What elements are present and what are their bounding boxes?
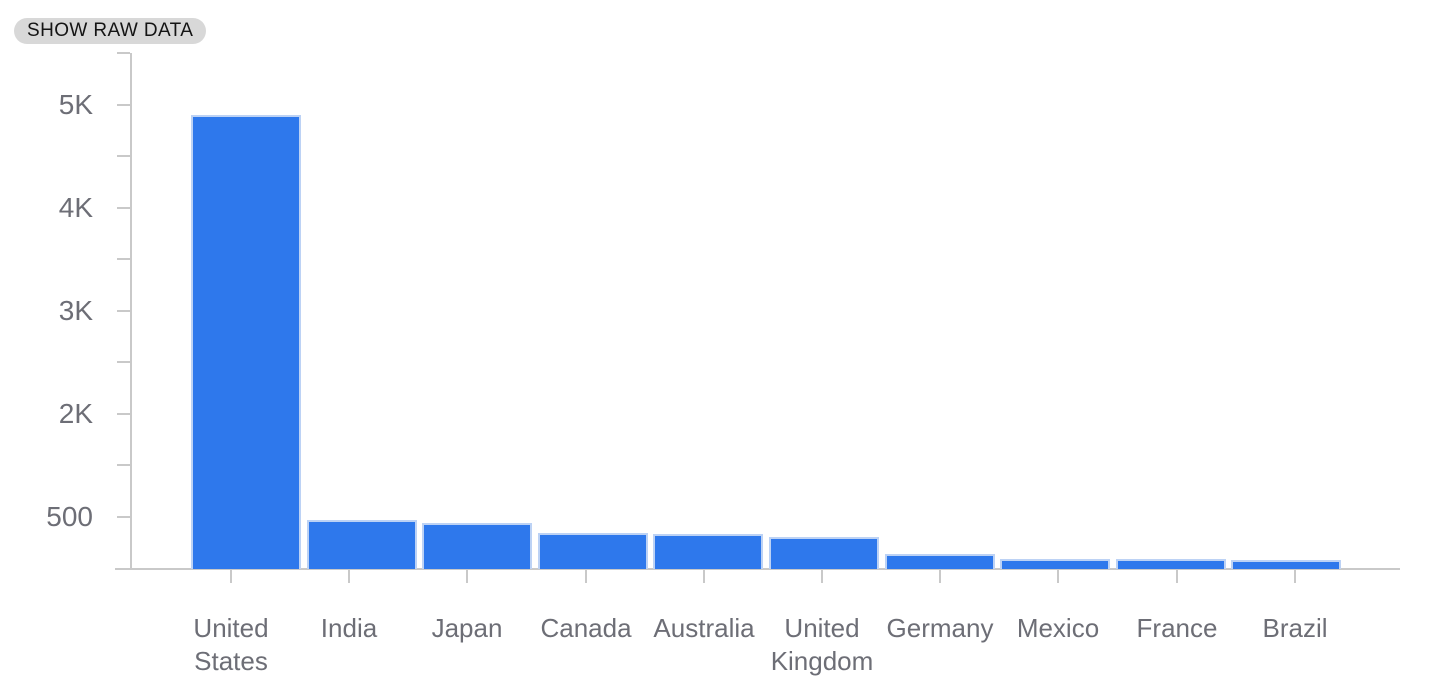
bar-united-kingdom[interactable] <box>769 537 879 569</box>
y-axis-tick <box>117 413 130 415</box>
x-axis-tick <box>348 570 350 583</box>
y-axis-tick <box>117 258 130 260</box>
x-axis-tick <box>585 570 587 583</box>
y-axis-tick <box>117 52 130 54</box>
bar-france[interactable] <box>1116 559 1226 569</box>
x-axis-tick <box>466 570 468 583</box>
y-axis-tick <box>117 516 130 518</box>
x-axis-label-united-kingdom: United Kingdom <box>770 613 874 676</box>
bar-canada[interactable] <box>538 533 648 569</box>
bar-japan[interactable] <box>422 523 532 569</box>
y-axis-label: 3K <box>58 295 93 326</box>
x-axis-line <box>115 568 1400 570</box>
x-axis-label-united-states: United States <box>193 613 269 676</box>
x-axis-tick <box>230 570 232 583</box>
y-axis-tick <box>117 104 130 106</box>
y-axis-label: 500 <box>46 501 93 532</box>
x-axis-tick <box>1294 570 1296 583</box>
y-axis-tick <box>117 361 130 363</box>
bar-mexico[interactable] <box>1000 559 1110 569</box>
x-axis-tick <box>703 570 705 583</box>
y-axis-tick <box>117 464 130 466</box>
y-axis-tick <box>117 310 130 312</box>
y-axis-line <box>130 53 132 569</box>
y-axis-tick <box>117 207 130 209</box>
x-axis-label-australia: Australia <box>653 613 755 643</box>
x-axis-label-germany: Germany <box>886 613 994 643</box>
y-axis-label: 4K <box>58 192 93 223</box>
x-axis-tick <box>939 570 941 583</box>
y-axis-label: 5K <box>58 89 93 120</box>
x-axis-label-brazil: Brazil <box>1262 613 1328 643</box>
x-axis-tick <box>821 570 823 583</box>
bar-australia[interactable] <box>653 534 763 569</box>
y-axis-label: 2K <box>58 398 93 429</box>
x-axis-tick <box>1057 570 1059 583</box>
x-axis-label-india: India <box>320 613 378 643</box>
x-axis-label-canada: Canada <box>540 613 632 643</box>
bar-brazil[interactable] <box>1231 560 1341 569</box>
x-axis-label-mexico: Mexico <box>1016 613 1100 643</box>
bar-united-states[interactable] <box>191 115 301 569</box>
show-raw-data-button[interactable]: SHOW RAW DATA <box>14 18 207 44</box>
x-axis-label-france: France <box>1136 613 1218 643</box>
bar-india[interactable] <box>307 520 417 569</box>
bar-germany[interactable] <box>885 554 995 569</box>
x-axis-tick <box>1176 570 1178 583</box>
x-axis-label-japan: Japan <box>431 613 503 643</box>
y-axis-tick <box>117 155 130 157</box>
